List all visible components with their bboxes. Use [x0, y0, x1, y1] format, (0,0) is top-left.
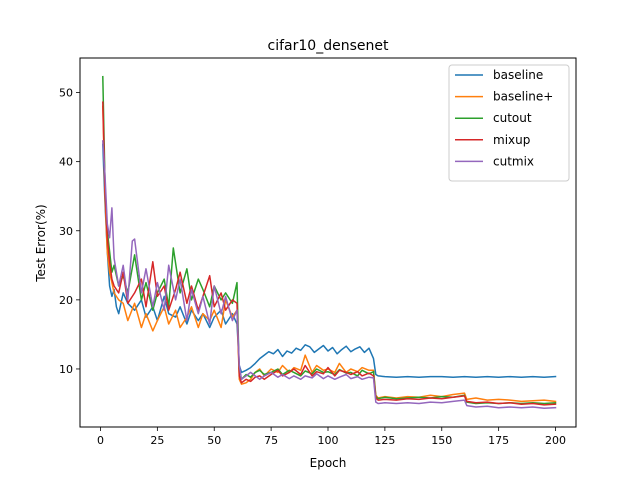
x-axis-label: Epoch [310, 456, 347, 470]
x-tick-label: 125 [374, 434, 395, 447]
legend-box [448, 64, 570, 182]
y-tick-label: 20 [59, 294, 73, 307]
chart-title: cifar10_densenet [268, 38, 389, 54]
x-tick-label: 25 [150, 434, 164, 447]
x-tick-label: 100 [318, 434, 339, 447]
series-line-baseline-plus [102, 105, 557, 403]
series-layer [102, 75, 557, 410]
x-axis: 0 25 50 75 100 125 150 175 200 [97, 427, 566, 447]
legend-label-baseline: baseline [493, 68, 543, 82]
y-tick-label: 10 [59, 363, 73, 376]
x-tick-label: 200 [545, 434, 566, 447]
x-tick-label: 75 [264, 434, 278, 447]
x-tick-label: 150 [431, 434, 452, 447]
x-tick-label: 0 [97, 434, 104, 447]
y-axis-label: Test Error(%) [34, 204, 48, 282]
legend-label-cutout: cutout [493, 111, 532, 125]
legend: baseline baseline+ cutout mixup cutmix [448, 64, 570, 182]
y-tick-label: 40 [59, 156, 73, 169]
y-tick-label: 50 [59, 87, 73, 100]
y-tick-label: 30 [59, 225, 73, 238]
x-tick-label: 50 [207, 434, 221, 447]
legend-label-baseline-plus: baseline+ [493, 90, 553, 104]
series-line-mixup [102, 101, 557, 406]
x-tick-label: 175 [488, 434, 509, 447]
legend-label-cutmix: cutmix [493, 154, 534, 168]
y-axis: 10 20 30 40 50 [59, 87, 80, 376]
legend-label-mixup: mixup [493, 133, 530, 147]
series-line-cutmix [102, 140, 557, 410]
